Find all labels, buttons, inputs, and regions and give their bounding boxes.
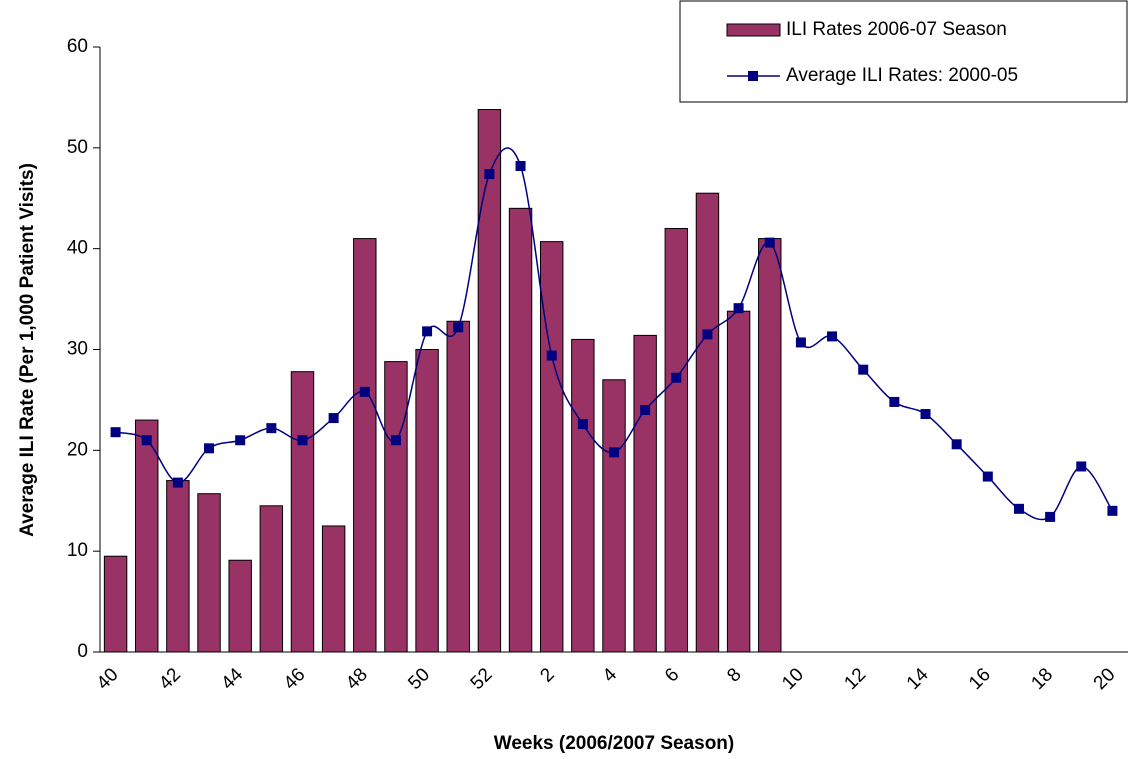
marker [671,372,682,383]
x-tick-label: 12 [840,664,870,694]
x-tick-label: 42 [155,664,185,694]
marker [422,326,433,337]
x-tick-label: 40 [93,664,123,694]
x-tick-label: 44 [217,664,247,694]
marker [266,423,277,434]
y-tick-label: 10 [67,540,88,561]
marker [141,435,152,446]
legend-label: Average ILI Rates: 2000-05 [786,65,1018,86]
x-axis-title: Weeks (2006/2007 Season) [494,733,734,754]
bar [539,241,564,653]
x-tick-label: 20 [1090,664,1120,694]
marker [577,419,588,430]
x-tick-label: 46 [280,664,310,694]
x-tick-label: 52 [467,664,497,694]
x-tick-label: 18 [1027,664,1057,694]
bar [353,238,377,653]
marker [795,337,806,348]
y-tick-label: 50 [67,137,88,158]
legend-marker [748,71,758,81]
bar [321,525,346,653]
marker [1107,505,1118,516]
marker [390,435,401,446]
x-tick-label: 4 [599,664,622,687]
bar [197,493,221,653]
bar [228,559,252,653]
marker [453,322,464,333]
marker [1076,461,1087,472]
marker [982,471,993,482]
marker [858,364,869,375]
marker [204,443,215,454]
y-tick-label: 30 [67,339,88,360]
marker [702,329,713,340]
marker [515,160,526,171]
line [115,147,1114,521]
marker [640,405,651,415]
bar [259,505,284,653]
marker [297,435,308,446]
marker [951,439,962,450]
legend-box [679,0,1128,103]
bar [758,238,782,653]
x-tick-label: 16 [965,664,995,694]
marker [764,237,775,248]
marker [733,303,744,314]
bar [508,207,533,653]
bar [166,480,190,653]
x-tick-label: 14 [903,664,933,694]
legend-label: ILI Rates 2006-07 Season [786,19,1007,40]
x-tick-label: 2 [536,664,558,686]
marker [546,350,557,361]
marker [235,435,246,446]
y-tick-label: 0 [77,641,88,662]
bar [135,419,159,653]
y-tick-label: 40 [67,238,88,259]
x-tick-label: 48 [342,664,372,694]
bar [695,192,720,653]
bar [633,334,657,653]
marker [172,477,183,488]
marker [827,331,838,342]
bar [290,371,315,653]
bar [664,228,689,653]
x-tick-label: 50 [404,664,434,694]
marker [359,386,370,397]
bar [602,379,626,653]
bar [477,109,502,653]
bar [415,349,439,653]
bar [571,338,595,653]
x-tick-label: 10 [778,664,808,694]
marker [1045,511,1056,522]
x-tick-label: 8 [723,664,745,686]
marker [328,413,339,424]
marker [889,396,900,407]
y-tick-label: 20 [67,439,88,460]
y-axis-title: Average ILI Rate (Per 1,000 Patient Visi… [17,163,38,537]
marker [1013,503,1024,514]
bar [103,555,128,653]
marker [484,169,495,180]
bar [384,361,408,653]
x-tick-label: 6 [661,664,683,686]
marker [920,409,931,420]
y-tick-label: 60 [67,36,88,57]
marker [110,427,121,438]
bar [446,320,470,653]
legend-swatch [726,23,781,37]
bar [726,310,751,653]
marker [609,447,619,458]
